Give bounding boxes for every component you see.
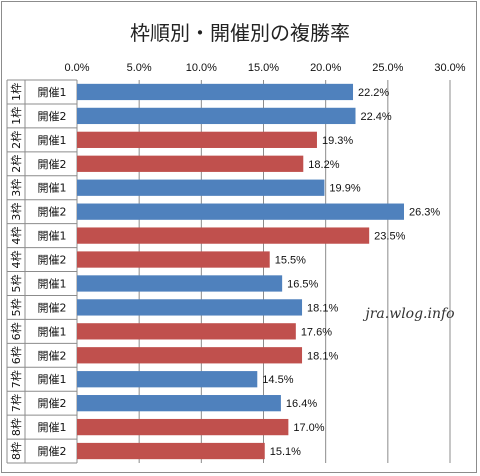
kaisai-label: 開催2: [38, 348, 67, 362]
data-label: 19.9%: [329, 183, 360, 195]
waku-label: 3枠: [9, 203, 23, 221]
data-label: 18.1%: [307, 302, 338, 314]
data-labels: 22.2% 22.4% 19.3% 18.2% 19.9% 26.3% 23.5% 15.5%…: [262, 87, 440, 458]
x-tick-labels: 0.0% 5.0% 10.0% 15.0% 20.0% 25.0% 30.0%: [64, 62, 465, 74]
x-tick-label: 0.0%: [64, 62, 89, 74]
waku-label: 5枠: [9, 274, 23, 292]
kaisai-label: 開催1: [38, 181, 67, 195]
kaisai-label: 開催1: [38, 85, 67, 99]
bar: [77, 107, 356, 125]
chart-title: 枠順別・開催別の複勝率: [130, 21, 350, 45]
data-label: 26.3%: [409, 207, 440, 219]
bar: [77, 251, 270, 268]
data-label: 15.5%: [275, 255, 306, 267]
bar: [77, 179, 325, 196]
bar: [77, 227, 370, 244]
waku-label: 1枠: [9, 83, 23, 101]
bar: [77, 395, 281, 412]
waku-label: 6枠: [9, 346, 23, 364]
bar: [77, 299, 303, 316]
x-tick-label: 30.0%: [434, 62, 465, 74]
data-label: 18.1%: [307, 350, 338, 362]
data-label: 14.5%: [262, 374, 293, 386]
x-tick-label: 20.0%: [310, 62, 341, 74]
data-label: 17.6%: [301, 326, 332, 338]
bar: [77, 83, 354, 101]
x-tick-label: 15.0%: [248, 62, 279, 74]
waku-label: 2枠: [9, 131, 23, 149]
bar: [77, 203, 404, 220]
kaisai-label: 開催2: [38, 205, 67, 219]
data-label: 16.5%: [287, 278, 318, 290]
waku-label: 7枠: [9, 370, 23, 388]
kaisai-label: 開催2: [38, 300, 67, 314]
waku-label: 8枠: [9, 442, 23, 460]
x-tick-label: 25.0%: [372, 62, 403, 74]
bar: [77, 323, 296, 340]
waku-label: 1枠: [9, 107, 23, 125]
kaisai-label: 開催1: [38, 420, 67, 434]
bar: [77, 442, 265, 460]
kaisai-label: 開催1: [38, 276, 67, 290]
kaisai-label: 開催2: [38, 109, 67, 123]
kaisai-label: 開催2: [38, 253, 67, 267]
waku-label: 2枠: [9, 155, 23, 173]
kaisai-label: 開催2: [38, 396, 67, 410]
x-tick-label: 5.0%: [127, 62, 152, 74]
bar: [77, 371, 258, 388]
data-label: 17.0%: [293, 422, 324, 434]
data-label: 22.4%: [361, 111, 392, 123]
kaisai-label: 開催2: [38, 444, 67, 458]
data-label: 23.5%: [374, 231, 405, 243]
waku-label: 4枠: [9, 251, 23, 269]
kaisai-label: 開催1: [38, 229, 67, 243]
waku-label: 6枠: [9, 322, 23, 340]
bars: [77, 83, 404, 460]
bar: [77, 275, 283, 292]
data-label: 18.2%: [308, 159, 339, 171]
bar: [77, 347, 303, 364]
kaisai-label: 開催2: [38, 157, 67, 171]
data-label: 16.4%: [286, 398, 317, 410]
waku-label: 4枠: [9, 227, 23, 245]
data-label: 22.2%: [358, 87, 389, 99]
kaisai-label: 開催1: [38, 372, 67, 386]
waku-label: 8枠: [9, 418, 23, 436]
watermark-text: jra.wlog.info: [362, 306, 454, 322]
x-tick-label: 10.0%: [186, 62, 217, 74]
bar: [77, 418, 289, 436]
data-label: 15.1%: [270, 446, 301, 458]
kaisai-label: 開催1: [38, 324, 67, 338]
bar: [77, 155, 304, 172]
bar: [77, 131, 317, 148]
waku-label: 5枠: [9, 298, 23, 316]
waku-label: 7枠: [9, 394, 23, 412]
kaisai-label: 開催1: [38, 133, 67, 147]
waku-label: 3枠: [9, 179, 23, 197]
data-label: 19.3%: [322, 135, 353, 147]
